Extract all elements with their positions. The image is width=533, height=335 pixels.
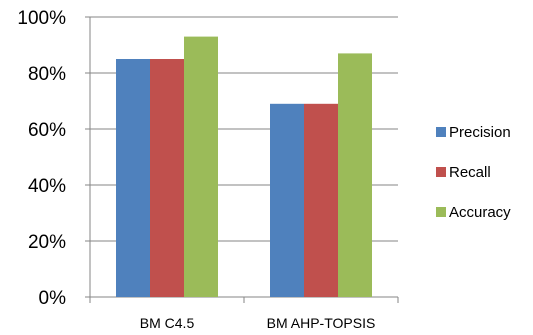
y-tick-label: 0%: [39, 288, 67, 309]
legend-swatch-precision: [436, 127, 446, 137]
y-tick-label: 80%: [28, 64, 66, 85]
legend-label-precision: Precision: [449, 124, 511, 141]
legend-swatch-accuracy: [436, 207, 446, 217]
y-tick-label: 60%: [28, 120, 66, 141]
legend-swatch-recall: [436, 167, 446, 177]
legend: Precision Recall Accuracy: [436, 124, 511, 221]
x-category-label: BM AHP-TOPSIS: [267, 315, 376, 331]
legend-label-recall: Recall: [449, 164, 491, 181]
bar-precision-0: [116, 59, 150, 297]
x-category-label: BM C4.5: [140, 315, 195, 331]
y-tick-label: 100%: [17, 8, 66, 29]
legend-label-accuracy: Accuracy: [449, 204, 511, 221]
bar-precision-1: [270, 103, 304, 297]
bar-recall-1: [304, 103, 338, 297]
bars: [116, 36, 372, 298]
bar-accuracy-0: [184, 36, 218, 297]
bar-recall-0: [150, 59, 184, 297]
bar-accuracy-1: [338, 53, 372, 298]
y-tick-label: 20%: [28, 232, 66, 253]
x-category-labels: BM C4.5 BM AHP-TOPSIS: [140, 315, 376, 331]
y-tick-labels: 0% 20% 40% 60% 80% 100%: [17, 8, 66, 309]
y-tick-label: 40%: [28, 176, 66, 197]
